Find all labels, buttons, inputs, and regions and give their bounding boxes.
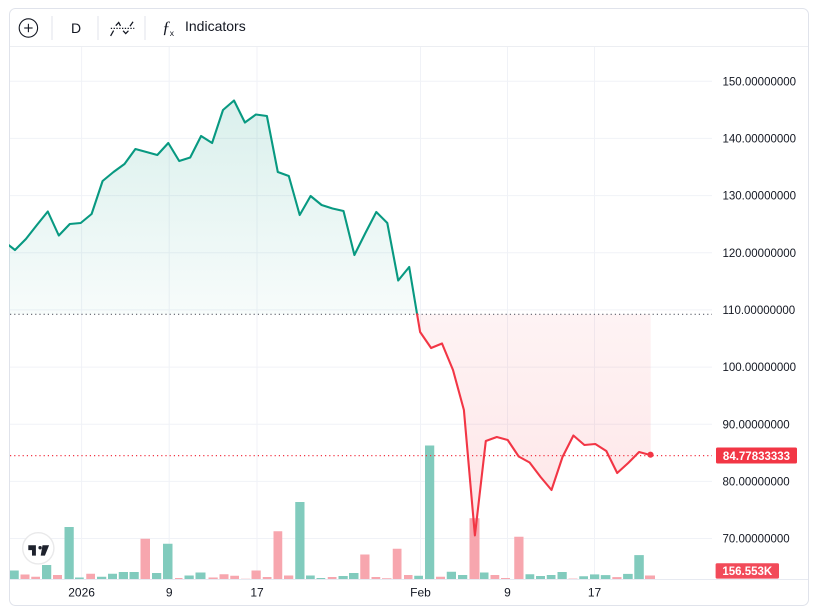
svg-text:84.77833333: 84.77833333 [723, 451, 790, 463]
svg-text:D: D [71, 20, 81, 36]
svg-text:9: 9 [504, 585, 511, 599]
svg-text:ƒ: ƒ [162, 18, 171, 37]
svg-text:120.00000000: 120.00000000 [723, 248, 797, 260]
svg-text:17: 17 [250, 585, 264, 599]
svg-text:Indicators: Indicators [185, 18, 246, 34]
svg-text:110.00000000: 110.00000000 [723, 305, 796, 317]
svg-text:156.553K: 156.553K [722, 566, 773, 578]
svg-text:130.00000000: 130.00000000 [723, 191, 797, 203]
svg-text:x: x [170, 28, 175, 38]
svg-text:2026: 2026 [68, 585, 95, 599]
svg-text:150.00000000: 150.00000000 [723, 76, 797, 88]
svg-text:9: 9 [166, 585, 173, 599]
svg-text:100.00000000: 100.00000000 [723, 362, 797, 374]
svg-text:80.00000000: 80.00000000 [723, 477, 790, 489]
svg-text:140.00000000: 140.00000000 [723, 134, 797, 146]
svg-text:70.00000000: 70.00000000 [723, 534, 790, 546]
svg-text:17: 17 [588, 585, 602, 599]
svg-text:Feb: Feb [410, 585, 431, 599]
svg-text:90.00000000: 90.00000000 [723, 419, 790, 431]
